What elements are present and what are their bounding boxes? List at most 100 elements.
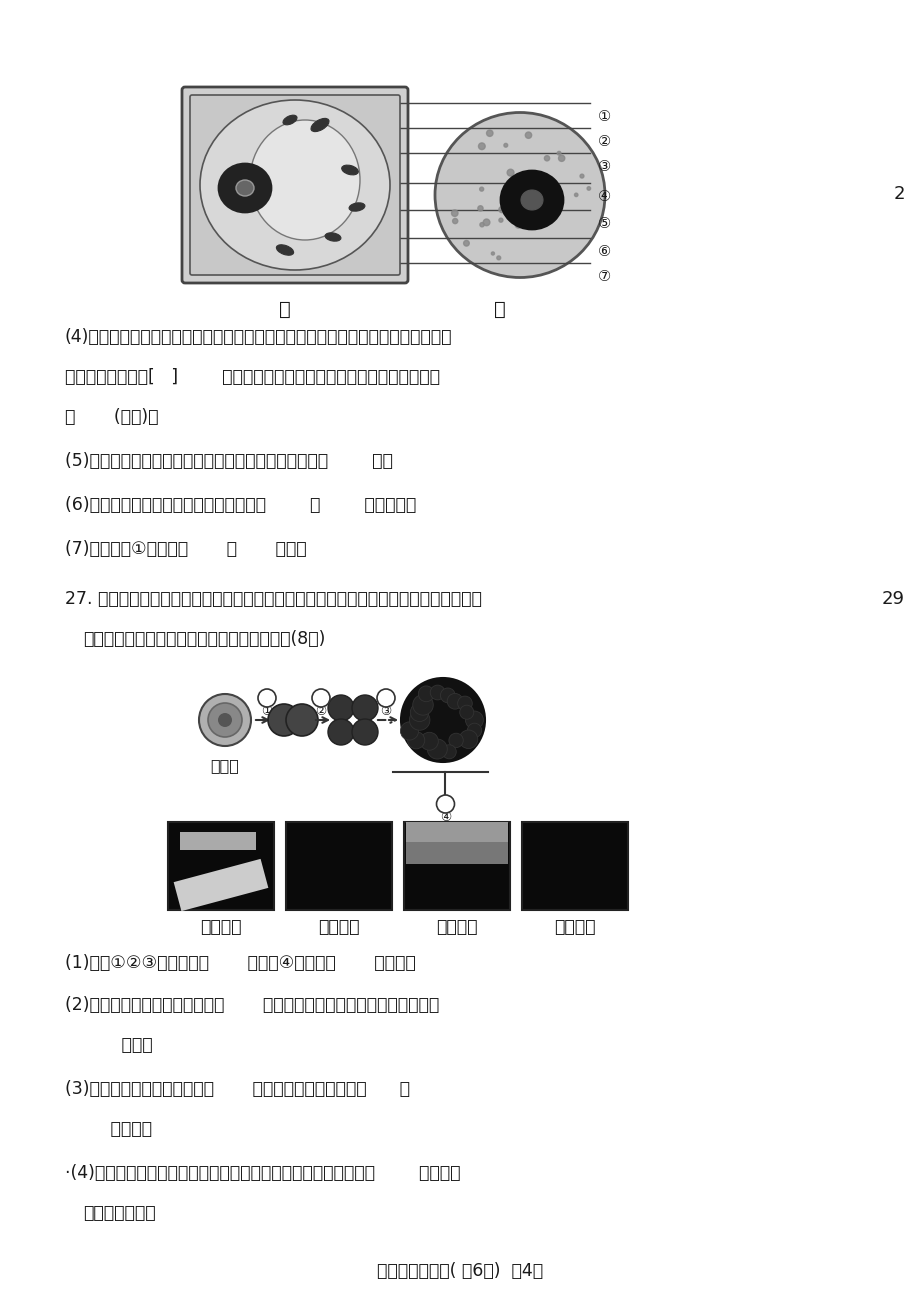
Circle shape <box>448 733 463 747</box>
Circle shape <box>352 719 378 745</box>
Text: ⑤: ⑤ <box>597 216 610 230</box>
Circle shape <box>479 187 483 191</box>
Circle shape <box>460 706 473 719</box>
Ellipse shape <box>199 100 390 270</box>
Text: (1)图中①②③表示细胞的       过程，④表示细胞       的过程。: (1)图中①②③表示细胞的 过程，④表示细胞 的过程。 <box>65 954 415 973</box>
Circle shape <box>400 721 418 740</box>
Circle shape <box>409 710 429 730</box>
Circle shape <box>208 703 242 737</box>
Bar <box>180 832 255 850</box>
Text: 组织。: 组织。 <box>83 1036 153 1055</box>
Circle shape <box>352 695 378 721</box>
Text: 上皮组织: 上皮组织 <box>200 918 242 936</box>
Text: ③: ③ <box>380 704 391 717</box>
Ellipse shape <box>283 115 297 125</box>
Circle shape <box>480 223 483 227</box>
Ellipse shape <box>219 164 271 212</box>
Circle shape <box>401 678 484 762</box>
Circle shape <box>442 745 456 759</box>
Circle shape <box>540 194 545 199</box>
Text: ④: ④ <box>597 189 610 204</box>
Circle shape <box>467 723 482 737</box>
Text: ①: ① <box>597 109 610 124</box>
Ellipse shape <box>348 203 365 211</box>
Circle shape <box>257 689 276 707</box>
Text: 受精卵: 受精卵 <box>210 758 239 773</box>
Bar <box>521 822 628 910</box>
Text: ②: ② <box>597 134 610 148</box>
Circle shape <box>452 219 458 224</box>
Text: 乙: 乙 <box>494 299 505 319</box>
Ellipse shape <box>501 171 562 229</box>
Ellipse shape <box>435 112 605 277</box>
Circle shape <box>410 703 428 721</box>
Circle shape <box>440 687 455 703</box>
Circle shape <box>436 796 454 812</box>
Circle shape <box>477 206 482 211</box>
Bar <box>174 859 268 911</box>
Text: (7)甲图中的①对细胞起       和       作用。: (7)甲图中的①对细胞起 和 作用。 <box>65 540 306 559</box>
Circle shape <box>377 689 394 707</box>
Circle shape <box>463 241 469 246</box>
Circle shape <box>420 732 437 750</box>
Circle shape <box>426 740 447 759</box>
Text: (5)含遗传信息决定生物的性状的结构存在于图中的标号        内。: (5)含遗传信息决定生物的性状的结构存在于图中的标号 内。 <box>65 452 392 470</box>
Ellipse shape <box>324 233 341 241</box>
Circle shape <box>504 143 507 147</box>
Circle shape <box>328 695 354 721</box>
Bar <box>405 824 507 865</box>
Circle shape <box>407 732 425 749</box>
FancyBboxPatch shape <box>182 87 407 283</box>
Text: 分不开。: 分不开。 <box>83 1120 152 1138</box>
Circle shape <box>544 156 549 161</box>
Circle shape <box>413 695 433 715</box>
Ellipse shape <box>341 165 357 174</box>
Text: 2: 2 <box>892 185 904 203</box>
Text: 29: 29 <box>881 590 904 608</box>
Circle shape <box>496 256 500 260</box>
Circle shape <box>539 224 542 228</box>
FancyBboxPatch shape <box>190 95 400 275</box>
Circle shape <box>558 155 564 161</box>
Text: 甲: 甲 <box>278 299 290 319</box>
Text: 肌肉组织: 肌肉组织 <box>318 918 359 936</box>
Circle shape <box>328 719 354 745</box>
Text: ②: ② <box>315 704 326 717</box>
Circle shape <box>573 193 577 197</box>
Text: 的       (序号)。: 的 (序号)。 <box>65 408 158 426</box>
Text: 神经组织: 神经组织 <box>436 918 477 936</box>
Text: ⑦: ⑦ <box>597 270 610 284</box>
Bar <box>168 822 274 910</box>
Text: (2)人的大脑皮层主要由上图中的       组织构成，人体内的血液属于上图中的: (2)人的大脑皮层主要由上图中的 组织构成，人体内的血液属于上图中的 <box>65 996 438 1014</box>
Circle shape <box>451 210 458 216</box>
Circle shape <box>199 694 251 746</box>
Bar <box>403 822 509 910</box>
Text: (4)西瓜之所以甗甜可口，主要是因为西瓜的细胞液中含有较多的糖分，这些细胞主: (4)西瓜之所以甗甜可口，主要是因为西瓜的细胞液中含有较多的糖分，这些细胞主 <box>65 328 452 346</box>
Circle shape <box>267 704 300 736</box>
Circle shape <box>491 251 494 255</box>
Circle shape <box>498 207 505 212</box>
Circle shape <box>579 174 584 178</box>
Circle shape <box>312 689 330 707</box>
Ellipse shape <box>311 118 329 132</box>
Circle shape <box>506 169 514 176</box>
Text: ⑥: ⑥ <box>597 243 610 259</box>
Bar <box>286 822 391 910</box>
Ellipse shape <box>236 180 254 197</box>
Ellipse shape <box>276 245 293 255</box>
Text: ④: ④ <box>439 811 450 824</box>
Circle shape <box>515 221 521 228</box>
Ellipse shape <box>250 120 359 240</box>
Text: (6)甲乙两图所示的结构中，相同点是都有        、        和细胞膜。: (6)甲乙两图所示的结构中，相同点是都有 、 和细胞膜。 <box>65 496 415 514</box>
Circle shape <box>478 143 484 150</box>
Circle shape <box>457 697 471 711</box>
Text: 要来自细胞结构的[   ]        。控制西瓜甗甜可口这一性状的物质存在于图中: 要来自细胞结构的[ ] 。控制西瓜甗甜可口这一性状的物质存在于图中 <box>65 368 439 385</box>
Circle shape <box>418 686 434 702</box>
Circle shape <box>482 219 489 225</box>
Circle shape <box>459 730 477 749</box>
Circle shape <box>486 130 493 137</box>
Circle shape <box>430 685 445 700</box>
Circle shape <box>465 711 482 729</box>
Text: 结缔组织: 结缔组织 <box>553 918 596 936</box>
Ellipse shape <box>520 190 542 210</box>
